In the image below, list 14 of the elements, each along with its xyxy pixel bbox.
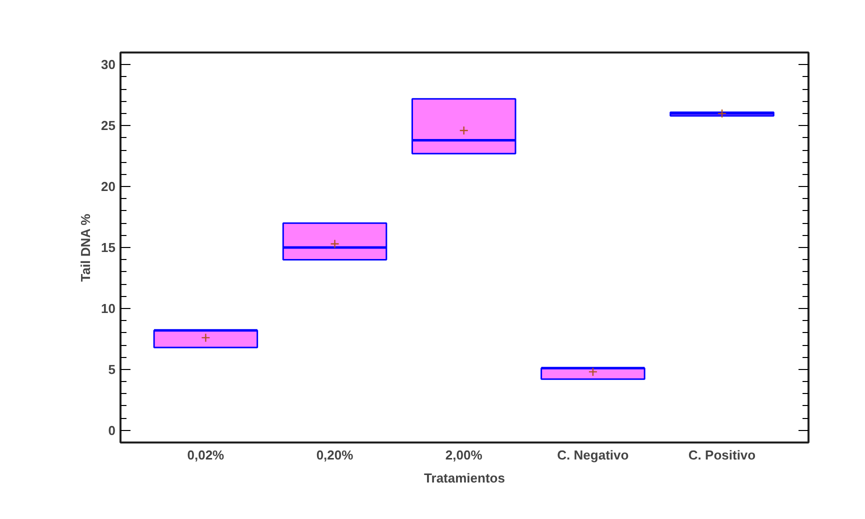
x-tick-label: C. Positivo bbox=[688, 448, 756, 462]
y-tick-label: 25 bbox=[101, 118, 116, 134]
x-tick-label: 2,00% bbox=[445, 448, 483, 462]
y-axis-title: Tail DNA % bbox=[78, 213, 94, 282]
x-tick-label: 0,20% bbox=[316, 448, 354, 462]
x-tick-label: C. Negativo bbox=[557, 448, 629, 462]
x-axis-title: Tratamientos bbox=[424, 470, 505, 486]
y-tick-label: 20 bbox=[101, 179, 116, 194]
y-tick-label: 10 bbox=[101, 300, 116, 316]
x-tick-label: 0,02% bbox=[187, 448, 225, 462]
y-tick-label: 30 bbox=[101, 57, 116, 72]
y-tick-label: 5 bbox=[108, 362, 116, 377]
y-tick-label: 0 bbox=[108, 422, 116, 438]
y-tick-label: 15 bbox=[101, 240, 116, 255]
